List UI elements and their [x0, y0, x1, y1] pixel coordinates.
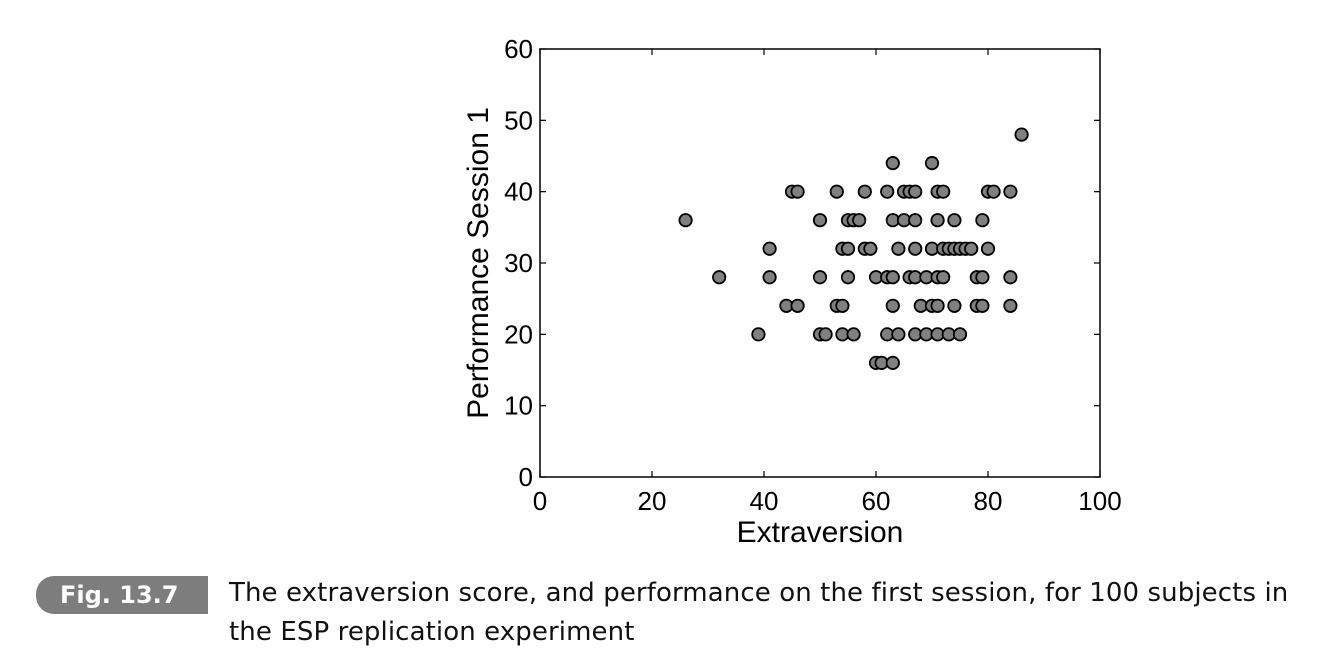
data-point	[891, 241, 906, 256]
data-point	[857, 184, 872, 199]
data-point	[1003, 298, 1018, 313]
data-point	[762, 270, 777, 285]
x-tick-label: 0	[533, 486, 547, 516]
data-point	[908, 184, 923, 199]
data-point	[840, 270, 856, 285]
data-point	[930, 213, 945, 228]
y-axis-title: Performance Session 1	[462, 107, 495, 419]
data-point	[924, 156, 940, 171]
data-point	[1003, 270, 1018, 285]
data-point	[975, 213, 990, 228]
data-point	[936, 270, 951, 285]
y-tick-label: 60	[504, 34, 533, 64]
x-tick-label: 40	[750, 486, 779, 516]
data-point	[812, 213, 828, 228]
y-tick-label: 10	[504, 391, 533, 421]
data-point	[908, 213, 923, 228]
data-point	[863, 241, 878, 256]
data-point	[975, 270, 990, 285]
data-point	[947, 298, 962, 313]
data-point	[885, 355, 900, 370]
x-tick-label: 100	[1078, 486, 1121, 516]
data-point	[751, 327, 766, 342]
scatter-chart: 0 20 40 60 80 100 0 10 20 30 40 50 60 Extraversion P…	[462, 34, 1122, 549]
x-tick-label: 80	[974, 486, 1003, 516]
data-point	[678, 213, 693, 228]
data-point	[947, 213, 962, 228]
x-tick-label: 60	[862, 486, 891, 516]
data-point	[1014, 127, 1029, 142]
data-point	[885, 270, 900, 285]
data-point	[1003, 184, 1018, 199]
y-tick-label: 40	[504, 177, 533, 207]
data-point	[790, 298, 805, 313]
data-point	[936, 184, 951, 199]
x-axis-title: Extraversion	[737, 516, 904, 549]
axis-ticks	[539, 48, 1101, 478]
data-point	[762, 241, 777, 256]
data-point	[840, 241, 856, 256]
y-tick-label: 20	[504, 319, 533, 349]
data-point	[975, 298, 990, 313]
data-point	[885, 156, 900, 171]
data-point	[835, 298, 850, 313]
axis-tick-labels: 0 20 40 60 80 100 0 10 20 30 40 50 60	[504, 34, 1122, 516]
data-point	[964, 241, 979, 256]
data-point	[790, 184, 805, 199]
data-points	[678, 127, 1029, 370]
data-point	[885, 298, 900, 313]
data-point	[891, 327, 906, 342]
data-point	[846, 327, 861, 342]
data-point	[952, 327, 968, 342]
figure-caption: The extraversion score, and performance …	[229, 578, 1289, 647]
y-tick-label: 0	[519, 462, 533, 492]
data-point	[880, 184, 895, 199]
data-point	[812, 270, 828, 285]
data-point	[980, 241, 996, 256]
figure-label-badge: Fig. 13.7	[36, 576, 208, 614]
data-point	[829, 184, 844, 199]
data-point	[986, 184, 1001, 199]
plot-area	[539, 48, 1101, 478]
data-point	[818, 327, 833, 342]
y-tick-label: 50	[504, 105, 533, 135]
data-point	[930, 298, 945, 313]
y-tick-label: 30	[504, 248, 533, 278]
data-point	[852, 213, 867, 228]
data-point	[712, 270, 727, 285]
x-tick-label: 20	[638, 486, 667, 516]
data-point	[908, 241, 923, 256]
